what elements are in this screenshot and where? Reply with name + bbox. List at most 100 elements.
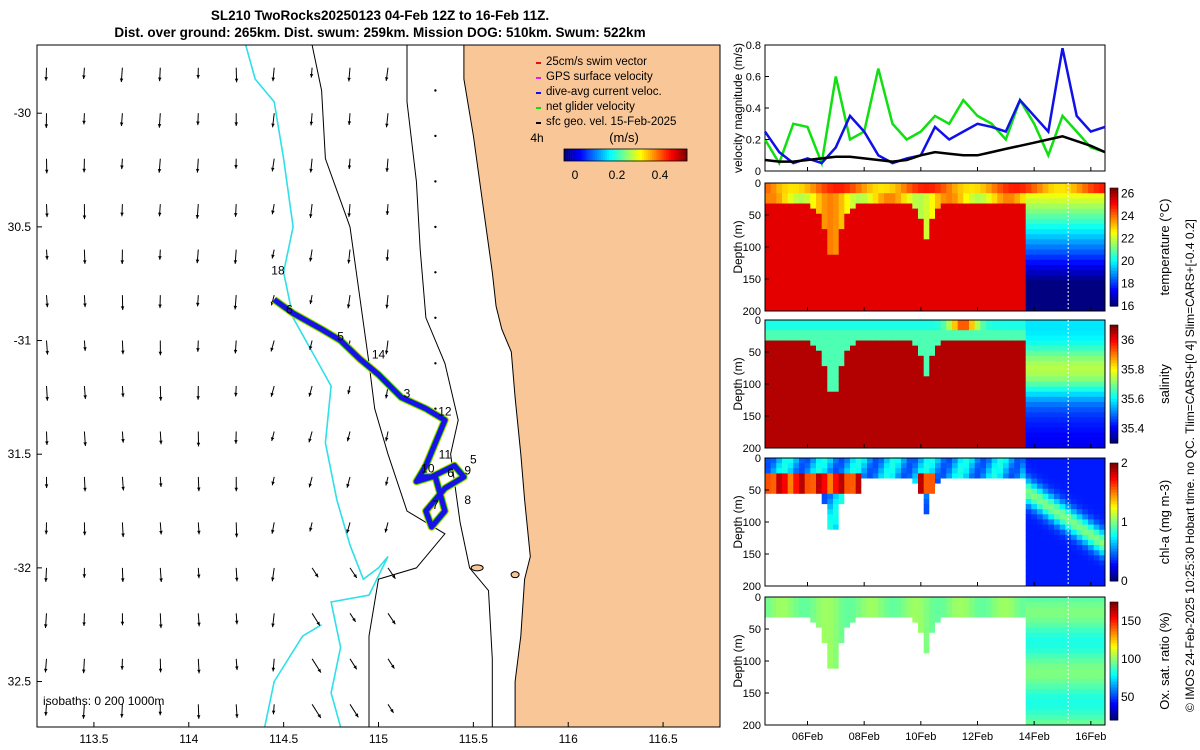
heatmap-cell xyxy=(1025,239,1032,245)
heatmap-cell xyxy=(782,208,789,215)
heatmap-cell xyxy=(1082,504,1089,510)
heatmap-cell xyxy=(782,386,789,393)
heatmap-cell xyxy=(816,270,823,276)
heatmap-cell xyxy=(787,366,794,372)
heatmap-cell xyxy=(855,534,862,541)
heatmap-cell xyxy=(912,239,919,245)
heatmap-cell xyxy=(1031,478,1038,485)
heatmap-cell xyxy=(957,560,964,566)
velocity-arrowhead xyxy=(158,668,163,673)
heatmap-cell xyxy=(861,468,868,474)
heatmap-cell xyxy=(963,539,970,546)
heatmap-cell xyxy=(816,555,823,561)
heatmap-cell xyxy=(1003,208,1010,215)
heatmap-cell xyxy=(1065,570,1072,577)
heatmap-cell xyxy=(1054,208,1061,215)
heatmap-cell xyxy=(1082,229,1089,235)
heatmap-cell xyxy=(884,575,891,582)
heatmap-cell xyxy=(1020,407,1027,413)
heatmap-cell xyxy=(816,183,823,189)
heatmap-cell xyxy=(980,555,987,561)
velocity-arrowhead xyxy=(45,169,49,174)
heatmap-cell xyxy=(991,213,998,220)
heatmap-cell xyxy=(884,493,891,500)
heatmap-cell xyxy=(793,550,800,556)
heatmap-cell xyxy=(918,570,925,577)
heatmap-cell xyxy=(1076,188,1083,194)
heatmap-cell xyxy=(1071,295,1078,302)
map-colorbar-cell xyxy=(682,149,686,161)
heatmap-cell xyxy=(855,254,862,261)
heatmap-cell xyxy=(929,325,936,331)
heatmap-cell xyxy=(799,391,806,398)
map-colorbar-cell xyxy=(576,149,579,161)
heatmap-cell xyxy=(872,270,879,276)
heatmap-cell xyxy=(770,249,777,256)
heatmap-cell xyxy=(935,555,942,561)
heatmap-cell xyxy=(952,355,959,362)
map-colorbar-cell xyxy=(580,149,583,161)
heatmap-cell xyxy=(1042,183,1049,189)
heatmap-cell xyxy=(952,488,959,495)
heatmap-cell xyxy=(855,396,862,403)
heatmap-cell xyxy=(827,442,834,449)
heatmap-cell xyxy=(872,254,879,261)
heatmap-cell xyxy=(1076,519,1083,525)
heatmap-cell xyxy=(1048,285,1055,291)
heatmap-cell xyxy=(895,224,902,230)
heatmap-cell xyxy=(816,391,823,398)
heatmap-cell xyxy=(912,560,919,566)
velocity-arrowhead xyxy=(347,165,352,170)
heatmap-cell xyxy=(957,499,964,505)
heatmap-cell xyxy=(827,224,834,230)
heatmap-cell xyxy=(969,285,976,291)
heatmap-cell xyxy=(986,432,993,439)
heatmap-cell xyxy=(855,361,862,367)
heatmap-cell xyxy=(872,427,879,434)
heatmap-cell xyxy=(787,305,794,312)
heatmap-cell xyxy=(1054,361,1061,367)
heatmap-cell xyxy=(844,280,851,286)
heatmap-cell xyxy=(1042,391,1049,398)
heatmap-cell xyxy=(1054,493,1061,500)
heatmap-cell xyxy=(782,350,789,357)
heatmap-cell xyxy=(923,473,930,479)
heatmap-cell xyxy=(957,580,964,587)
heatmap-cell xyxy=(957,524,964,531)
heatmap-cell xyxy=(804,534,811,541)
heatmap-cell xyxy=(810,345,817,352)
heatmap-cell xyxy=(1059,320,1066,326)
heatmap-cell xyxy=(1042,458,1049,464)
heatmap-cell xyxy=(1088,417,1095,423)
heatmap-cell xyxy=(1008,335,1015,341)
heatmap-cell xyxy=(952,295,959,302)
heatmap-cell xyxy=(816,259,823,266)
heatmap-cell xyxy=(782,524,789,531)
heatmap-cell xyxy=(850,478,857,485)
heatmap-cell xyxy=(776,570,783,577)
heatmap-cell xyxy=(787,218,794,225)
heatmap-cell xyxy=(787,483,794,490)
heatmap-cell xyxy=(838,565,845,572)
heatmap-cell xyxy=(918,437,925,444)
heatmap-cell xyxy=(912,519,919,525)
heatmap-cell xyxy=(833,493,840,500)
heatmap-cell xyxy=(855,391,862,398)
heatmap-cell xyxy=(844,254,851,261)
profile-heatmap xyxy=(765,458,1106,587)
heatmap-cell xyxy=(889,325,896,331)
heatmap-cell xyxy=(1008,401,1015,408)
heatmap-cell xyxy=(1082,550,1089,556)
heatmap-colorbar-cell xyxy=(1110,336,1118,341)
heatmap-cell xyxy=(980,442,987,449)
heatmap-cell xyxy=(986,539,993,546)
heatmap-cell xyxy=(946,509,953,515)
heatmap-cell xyxy=(957,350,964,357)
heatmap-cell xyxy=(991,529,998,536)
heatmap-cell xyxy=(1071,213,1078,220)
heatmap-cell xyxy=(861,361,868,367)
heatmap-cell xyxy=(770,330,777,336)
heatmap-cell xyxy=(1042,412,1049,418)
heatmap-cell xyxy=(1048,371,1055,377)
heatmap-cell xyxy=(838,239,845,245)
